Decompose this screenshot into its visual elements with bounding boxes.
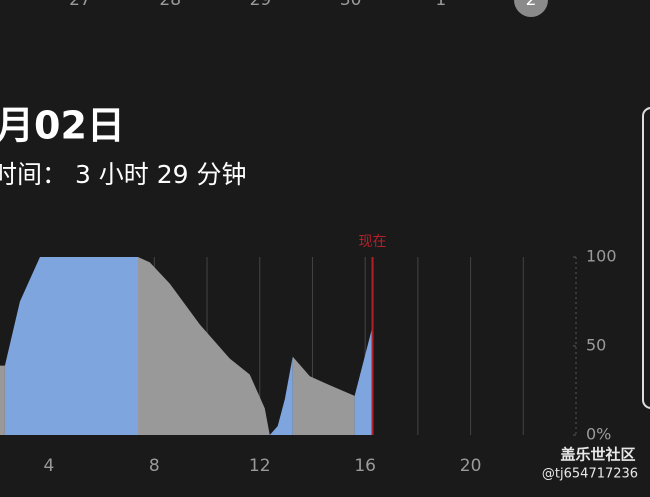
x-tick-label: 16 [354, 456, 376, 476]
selected-day [514, 0, 548, 17]
day-label[interactable]: 1 [435, 0, 446, 10]
area [137, 257, 270, 435]
usage-time: 时间： 3 小时 29 分钟 [0, 160, 247, 189]
area [269, 356, 293, 435]
day-label[interactable]: 27 [69, 0, 91, 10]
date-title: 月02日 [0, 104, 125, 148]
day-label[interactable]: 30 [340, 0, 362, 10]
x-tick-label: 20 [460, 456, 482, 476]
area [4, 257, 138, 435]
y-tick-label: 100 [586, 247, 617, 266]
side-panel-edge [642, 107, 650, 409]
area [292, 356, 355, 435]
day-label[interactable]: 29 [250, 0, 272, 10]
x-tick-label: 8 [149, 456, 160, 476]
y-tick-label: 0% [586, 425, 611, 444]
day-label[interactable]: 28 [159, 0, 181, 10]
watermark-user: @tj654717236 [542, 467, 638, 482]
y-tick-label: 50 [586, 336, 606, 355]
x-tick-label: 12 [249, 456, 271, 476]
area [354, 326, 373, 435]
watermark-site: 盖乐世社区 [560, 446, 635, 464]
x-tick-label: 4 [44, 456, 55, 476]
area [0, 365, 5, 435]
now-label: 现在 [359, 234, 387, 250]
day-label[interactable]: 2 [526, 0, 537, 10]
